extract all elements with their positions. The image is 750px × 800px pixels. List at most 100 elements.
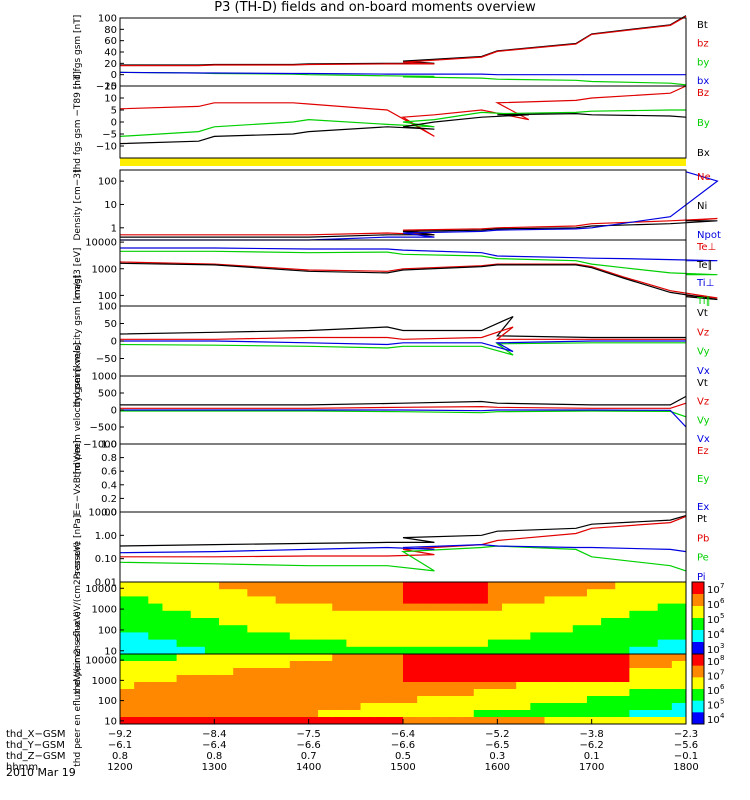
- heatmap-cell: [134, 610, 149, 619]
- heatmap-cell: [190, 675, 206, 683]
- heatmap-cell: [445, 632, 461, 641]
- heatmap-cell: [374, 689, 390, 697]
- heatmap-cell: [190, 661, 206, 669]
- heatmap-cell: [190, 625, 206, 633]
- heatmap-cell: [303, 646, 319, 655]
- heatmap-cell: [148, 675, 163, 683]
- heatmap-cell: [572, 668, 588, 676]
- colorbar-band: [692, 642, 704, 655]
- heatmap-cell: [417, 582, 432, 590]
- heatmap-cell: [204, 603, 220, 612]
- heatmap-cell: [516, 682, 531, 690]
- heatmap-cell: [417, 675, 432, 683]
- y-tick-label: 80: [104, 25, 117, 36]
- heatmap-cell: [275, 632, 291, 641]
- heatmap-cell: [247, 689, 262, 697]
- heatmap-cell: [148, 717, 163, 725]
- heatmap-cell: [374, 675, 390, 683]
- y-tick-label: 100: [98, 696, 117, 707]
- heatmap-cell: [671, 661, 687, 669]
- y-tick-label: 1: [111, 223, 117, 234]
- y-tick-label: −50: [96, 354, 117, 365]
- heatmap-cell: [516, 589, 531, 597]
- heatmap-cell: [671, 632, 687, 641]
- heatmap-cell: [346, 717, 362, 725]
- heatmap-cell: [445, 661, 461, 669]
- colorbar-band: [692, 594, 704, 607]
- heatmap-cell: [487, 625, 503, 633]
- heatmap-cell: [247, 717, 262, 725]
- heatmap-cell: [445, 717, 461, 725]
- heatmap-cell: [346, 696, 362, 704]
- date-label: 2010 Mar 19: [6, 766, 76, 779]
- heatmap-cell: [303, 654, 319, 662]
- heatmap-cell: [487, 675, 503, 683]
- heatmap-cell: [261, 625, 277, 633]
- heatmap-cell: [459, 582, 475, 590]
- heatmap-cell: [516, 610, 531, 619]
- heatmap-cell: [487, 654, 503, 662]
- heatmap-cell: [134, 696, 149, 704]
- heatmap-cell: [176, 596, 192, 605]
- heatmap-cell: [544, 596, 560, 605]
- heatmap-cell: [332, 717, 347, 725]
- heatmap-cell: [360, 717, 376, 725]
- heatmap-cell: [657, 582, 673, 590]
- heatmap-cell: [657, 618, 673, 626]
- heatmap-cell: [275, 654, 291, 662]
- panel-peir_efflux: [119, 581, 705, 655]
- series-line-bx: [119, 71, 686, 76]
- heatmap-cell: [360, 639, 376, 648]
- heatmap-cell: [120, 632, 135, 641]
- heatmap-cell: [176, 675, 192, 683]
- heatmap-cell: [544, 589, 560, 597]
- panel-peim_velocity: [119, 305, 687, 377]
- heatmap-cell: [544, 646, 560, 655]
- heatmap-cell: [134, 717, 149, 725]
- heatmap-cell: [459, 610, 475, 619]
- series-line-Ni: [120, 220, 718, 238]
- heatmap-cell: [544, 639, 560, 648]
- heatmap-cell: [629, 646, 645, 655]
- heatmap-cell: [403, 703, 418, 711]
- heatmap-cell: [219, 710, 234, 718]
- heatmap-cell: [516, 675, 531, 683]
- series-line-Ne: [120, 217, 718, 236]
- series-line-Pi: [119, 543, 687, 554]
- heatmap-cell: [473, 689, 489, 697]
- heatmap-cell: [615, 710, 630, 718]
- y-tick-label: 100: [98, 302, 117, 313]
- heatmap-cell: [417, 668, 432, 676]
- heatmap-cell: [530, 710, 545, 718]
- heatmap-cell: [233, 703, 248, 711]
- legend-entry: Vx: [697, 434, 710, 445]
- series-line-Vt: [120, 395, 687, 406]
- heatmap-cell: [134, 596, 149, 605]
- heatmap-cell: [572, 618, 588, 626]
- series-line-Vz: [120, 402, 687, 409]
- heatmap-cell: [502, 689, 517, 697]
- heatmap-cell: [332, 661, 347, 669]
- heatmap-cell: [558, 596, 574, 605]
- panel-fgs_gsm: [119, 15, 687, 87]
- heatmap-cell: [219, 703, 234, 711]
- heatmap-cell: [318, 625, 333, 633]
- heatmap-cell: [134, 710, 149, 718]
- heatmap-cell: [134, 618, 149, 626]
- colorbar-tick-label: 10: [707, 715, 720, 726]
- series-line-By: [119, 109, 686, 137]
- heatmap-cell: [431, 632, 446, 641]
- heatmap-cell: [148, 661, 163, 669]
- panel-peem_velocity: [119, 375, 687, 445]
- heatmap-cell: [502, 632, 517, 641]
- heatmap-cell: [544, 703, 560, 711]
- panel-peer_efflux: [119, 653, 705, 725]
- legend-entry: Pe: [697, 553, 709, 564]
- heatmap-cell: [275, 710, 291, 718]
- heatmap-cell: [629, 632, 645, 641]
- heatmap-cell: [176, 646, 192, 655]
- y-tick-label: 40: [104, 48, 117, 59]
- heatmap-cell: [445, 675, 461, 683]
- heatmap-cell: [558, 682, 574, 690]
- heatmap-cell: [120, 661, 135, 669]
